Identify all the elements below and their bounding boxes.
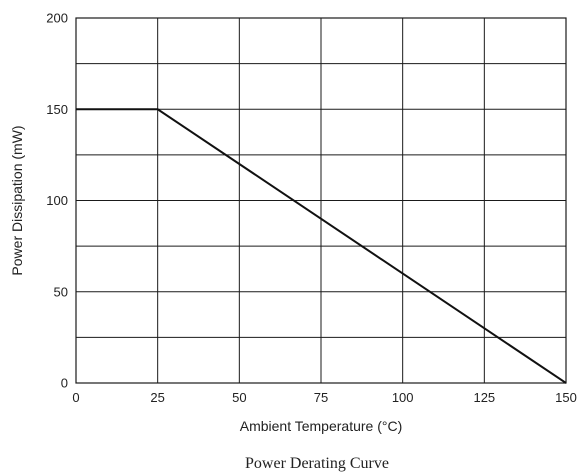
y-tick-label: 0 (61, 376, 68, 391)
y-tick-label: 200 (46, 11, 68, 26)
grid (75, 17, 567, 384)
x-tick-label: 100 (392, 390, 414, 405)
chart-title: Power Derating Curve (245, 455, 389, 472)
x-tick-label: 125 (473, 390, 495, 405)
series-group (76, 108, 567, 384)
x-tick-labels: 0 25 50 75 100 125 150 (72, 390, 576, 405)
y-tick-label: 50 (54, 284, 68, 299)
plot-frame (75, 17, 567, 384)
x-axis-label: Ambient Temperature (°C) (240, 418, 403, 434)
x-tick-label: 50 (232, 390, 246, 405)
x-tick-label: 0 (72, 390, 79, 405)
x-tick-label: 25 (150, 390, 164, 405)
y-tick-label: 150 (46, 102, 68, 117)
y-axis-label: Power Dissipation (mW) (9, 125, 25, 275)
y-tick-labels: 0 50 100 150 200 (46, 11, 68, 391)
derating-line (76, 108, 567, 384)
x-tick-label: 75 (314, 390, 328, 405)
x-tick-label: 150 (555, 390, 577, 405)
y-tick-label: 100 (46, 193, 68, 208)
